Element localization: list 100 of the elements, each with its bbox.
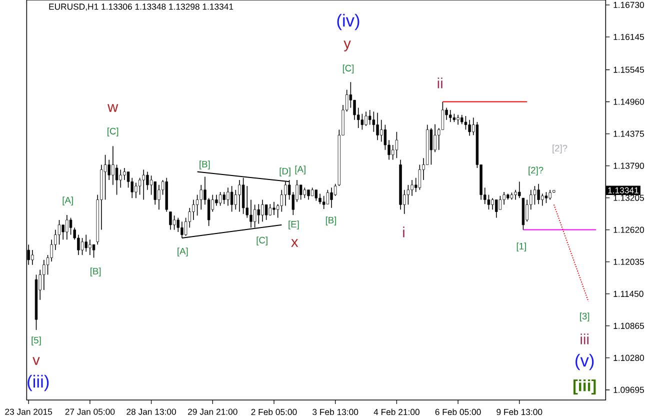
candlestick bbox=[395, 131, 398, 159]
annotation: [E] bbox=[288, 220, 299, 230]
candlestick bbox=[154, 181, 156, 206]
annotation: (v) bbox=[576, 354, 594, 370]
candlestick bbox=[192, 199, 195, 220]
candlestick bbox=[169, 211, 172, 230]
candlestick bbox=[42, 260, 46, 290]
candlestick bbox=[92, 244, 96, 258]
annotation: [B] bbox=[326, 216, 336, 226]
candlestick bbox=[84, 234, 88, 252]
candlestick bbox=[264, 204, 268, 220]
candlestick bbox=[66, 214, 68, 240]
candlestick bbox=[104, 154, 107, 200]
candlestick bbox=[380, 119, 383, 142]
y-tick-label: 1.13205 bbox=[614, 194, 644, 201]
annotation: [2]? bbox=[552, 144, 568, 154]
candlestick bbox=[172, 215, 176, 230]
annotation: [B] bbox=[200, 160, 210, 170]
annotation: ii bbox=[438, 78, 442, 88]
x-tick-label: 4 Feb 21:00 bbox=[374, 408, 420, 416]
candlestick bbox=[230, 186, 234, 212]
annotation: [5] bbox=[32, 336, 41, 346]
candlestick bbox=[238, 180, 241, 212]
y-tick-label: 1.16145 bbox=[614, 34, 644, 40]
annotation: [B] bbox=[90, 268, 101, 276]
candlestick bbox=[69, 217, 72, 236]
annotation: [C] bbox=[342, 64, 354, 74]
candlestick bbox=[272, 202, 276, 216]
candlestick bbox=[303, 187, 306, 198]
annotation: iii bbox=[580, 334, 588, 344]
x-tick-label: 27 Jan 05:00 bbox=[65, 408, 115, 415]
candlestick bbox=[307, 189, 310, 200]
candlestick bbox=[456, 114, 460, 126]
candlestick bbox=[322, 195, 326, 210]
y-tick-label: 1.10865 bbox=[614, 322, 644, 329]
candlestick bbox=[31, 250, 34, 266]
annotation: [2]? bbox=[528, 166, 544, 176]
candlestick bbox=[376, 112, 379, 140]
y-tick-label: 1.14960 bbox=[614, 98, 644, 105]
candlestick bbox=[541, 193, 544, 206]
candlestick bbox=[514, 189, 517, 200]
candlestick bbox=[119, 169, 122, 188]
chart-title: EURUSD,H1 1.13306 1.13348 1.13298 1.13341 bbox=[49, 4, 234, 11]
candlestick bbox=[142, 169, 145, 200]
annotation: [C] bbox=[256, 236, 268, 246]
x-tick-label: 9 Feb 13:00 bbox=[496, 408, 542, 416]
candlestick bbox=[364, 111, 368, 126]
candlestick bbox=[158, 184, 160, 210]
candlestick bbox=[533, 186, 536, 206]
candlestick bbox=[537, 183, 540, 204]
candlestick bbox=[372, 111, 376, 132]
annotation: [C] bbox=[108, 128, 118, 136]
candlestick bbox=[498, 195, 502, 210]
x-tick-label: 28 Jan 13:00 bbox=[126, 408, 176, 415]
candlestick bbox=[58, 220, 61, 245]
candlestick bbox=[200, 184, 202, 210]
candlestick bbox=[460, 114, 464, 125]
annotation: v bbox=[32, 357, 40, 365]
y-tick-label: 1.16730 bbox=[614, 2, 644, 8]
text: 1.13341 bbox=[608, 187, 638, 194]
candlestick bbox=[146, 171, 149, 190]
annotation: [3] bbox=[580, 312, 590, 322]
candlestick bbox=[257, 204, 260, 224]
annotation: [iii] bbox=[573, 380, 596, 394]
candlestick bbox=[112, 146, 114, 186]
candlestick bbox=[108, 159, 110, 180]
candlestick bbox=[222, 192, 226, 204]
y-tick-label: 1.14375 bbox=[614, 130, 644, 137]
x-tick-label: 29 Jan 21:00 bbox=[188, 408, 238, 415]
candlestick bbox=[115, 164, 118, 196]
annotation: [A] bbox=[295, 166, 306, 174]
candlestick bbox=[544, 192, 548, 204]
candlestick bbox=[548, 189, 552, 200]
candlestick bbox=[246, 186, 248, 218]
candlestick bbox=[134, 182, 138, 198]
annotation: [A] bbox=[62, 196, 73, 206]
x-tick-label: 6 Feb 05:00 bbox=[435, 408, 481, 416]
y-tick-label: 1.15545 bbox=[614, 66, 644, 73]
annotation: [1] bbox=[516, 242, 526, 252]
candlestick bbox=[434, 124, 436, 153]
candlestick bbox=[176, 217, 180, 232]
candlestick bbox=[330, 187, 333, 208]
y-tick-label: 1.12620 bbox=[614, 226, 644, 233]
x-tick-label: 2 Feb 05:00 bbox=[251, 408, 297, 416]
y-tick-label: 1.13790 bbox=[614, 162, 644, 169]
annotation: y bbox=[344, 40, 351, 52]
annotation: x bbox=[291, 239, 298, 247]
y-tick-label: 1.11450 bbox=[614, 290, 644, 297]
candlestick bbox=[215, 194, 218, 206]
candlestick bbox=[368, 110, 372, 126]
candlestick bbox=[491, 198, 494, 210]
annotation: [D] bbox=[280, 168, 290, 176]
annotation: w bbox=[108, 104, 118, 112]
x-tick-label: 23 Jan 2015 bbox=[5, 408, 52, 415]
candlestick bbox=[468, 119, 471, 136]
candlestick bbox=[299, 184, 302, 200]
x-tick-label: 3 Feb 13:00 bbox=[312, 408, 358, 416]
candlestick bbox=[464, 116, 468, 130]
y-tick-label: 1.12035 bbox=[614, 258, 644, 265]
y-tick-label: 1.10280 bbox=[614, 354, 644, 361]
